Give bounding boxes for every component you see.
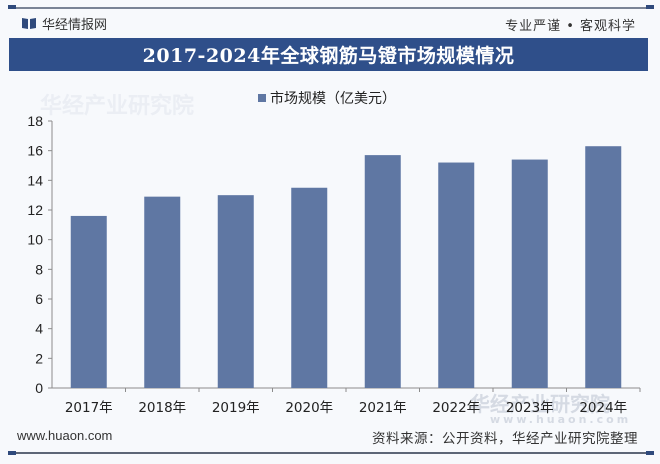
y-tick-label: 12 (27, 202, 43, 218)
x-tick-label: 2022年 (432, 400, 480, 416)
y-tick-label: 18 (27, 113, 43, 129)
website-url[interactable]: www.huaon.com (17, 428, 113, 443)
x-tick-label: 2023年 (506, 400, 554, 416)
book-icon (22, 18, 36, 29)
y-tick-label: 6 (35, 291, 43, 307)
y-tick-label: 14 (27, 172, 43, 188)
bar (511, 159, 548, 388)
y-tick-label: 2 (35, 350, 43, 366)
slogan: 专业严谨 • 客观科学 (505, 19, 636, 34)
bar (291, 187, 328, 388)
brand-name: 华经情报网 (42, 17, 108, 33)
x-tick-label: 2021年 (359, 400, 407, 416)
y-tick-label: 16 (27, 143, 43, 159)
bar (364, 155, 401, 388)
bar (585, 146, 622, 388)
x-tick-label: 2024年 (579, 400, 627, 416)
y-tick-label: 8 (35, 261, 43, 277)
x-tick-label: 2020年 (285, 400, 333, 416)
x-tick-label: 2018年 (138, 400, 186, 416)
legend-label: 市场规模（亿美元） (270, 91, 396, 107)
bar (217, 195, 254, 388)
bar (144, 196, 181, 388)
bar (438, 162, 475, 388)
brand: 华经情报网 (22, 15, 108, 33)
top-rule-cap-left (8, 5, 16, 9)
legend-swatch (258, 94, 266, 102)
bottom-rule (8, 452, 652, 454)
bar (70, 215, 107, 388)
legend: 市场规模（亿美元） (258, 88, 396, 108)
y-tick-label: 4 (35, 321, 43, 337)
y-tick-label: 0 (35, 380, 43, 396)
x-tick-label: 2017年 (65, 400, 113, 416)
data-source: 资料来源：公开资料，华经产业研究院整理 (372, 431, 638, 447)
bottom-rule-cap-right (646, 451, 654, 455)
bottom-rule-cap-left (8, 451, 16, 455)
y-tick-label: 10 (27, 232, 43, 248)
top-rule (8, 7, 652, 9)
chart-title: 2017-2024年全球钢筋马镫市场规模情况 (9, 38, 648, 71)
top-rule-cap-right (646, 5, 654, 9)
x-tick-label: 2019年 (212, 400, 260, 416)
